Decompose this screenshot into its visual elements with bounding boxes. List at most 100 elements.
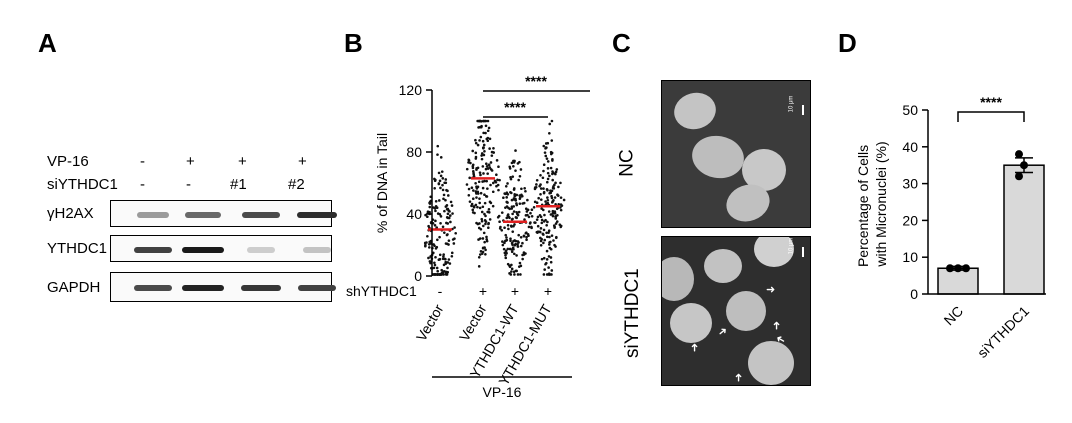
scatter-point [474, 203, 478, 207]
arrow-icon: ➜ [733, 372, 746, 383]
scatter-point [549, 166, 553, 170]
scatter-point [453, 237, 456, 240]
scatter-point [527, 215, 531, 219]
scatter-point [475, 166, 478, 170]
scatter-point [513, 239, 516, 242]
scatter-point [518, 174, 522, 178]
scatter-point [510, 161, 514, 165]
scatter-point [554, 172, 557, 176]
scatter-point [535, 218, 539, 221]
scatter-point [525, 235, 528, 239]
scatter-point [479, 135, 483, 139]
scatter-point [429, 261, 432, 265]
scatter-point [479, 173, 482, 177]
scatter-point [485, 235, 488, 239]
scatter-point [438, 253, 442, 257]
scatter-point [467, 187, 471, 191]
data-point [1020, 161, 1028, 170]
blot-band [242, 211, 280, 218]
scatter-point [444, 181, 448, 185]
scatter-point [510, 263, 513, 267]
scatter-point [434, 199, 438, 203]
scatter-point [443, 257, 447, 261]
scatter-point [559, 196, 563, 199]
scatter-point [476, 205, 479, 209]
scatter-point [526, 198, 529, 202]
scatter-point [448, 262, 452, 265]
scatter-point [524, 214, 528, 217]
scatter-point [476, 192, 480, 195]
scatter-point [498, 178, 501, 182]
scatter-point [545, 231, 548, 235]
scatter-point [479, 250, 483, 253]
scatter-point [486, 210, 489, 214]
scatter-point [510, 198, 514, 202]
scatter-point [551, 214, 555, 218]
scatter-point [529, 211, 532, 215]
scatter-point [523, 187, 526, 190]
scatter-point [484, 124, 488, 128]
scatter-point [548, 235, 551, 239]
scatter-point [481, 165, 485, 168]
scatter-point [505, 191, 509, 195]
y-tick-label: 0 [910, 286, 918, 302]
scatter-point [442, 193, 446, 197]
scatter-point [423, 241, 427, 245]
scatter-point [538, 184, 541, 188]
scatter-point [536, 215, 540, 219]
blot-band [137, 211, 169, 218]
scatter-point [451, 212, 454, 215]
scatter-point [545, 188, 549, 191]
scatter-point [512, 165, 515, 168]
scatter-point [545, 273, 549, 276]
western-blot-ythdc1 [110, 235, 332, 262]
scatter-point [479, 119, 482, 123]
scatter-point [474, 181, 477, 185]
scatter-point [551, 178, 555, 182]
scatter-point [482, 172, 485, 175]
y-tick-label: 40 [406, 206, 422, 222]
x-category-labels: NC siYTHDC1 [940, 303, 1032, 361]
nucleus [670, 303, 712, 343]
scatter-point [436, 144, 440, 148]
scatter-point [482, 153, 486, 157]
scatter-point [512, 159, 515, 163]
nucleus [748, 341, 794, 385]
scatter-point [488, 147, 491, 150]
scatter-point [472, 173, 476, 176]
scatter-point [432, 243, 435, 246]
scatter-point [490, 169, 494, 172]
scatter-point [559, 225, 563, 229]
scatter-point [467, 158, 471, 162]
scatter-point [513, 194, 517, 198]
scatter-point [546, 201, 550, 205]
scatter-point [526, 233, 530, 236]
scatter-point [483, 193, 486, 197]
scatter-point [445, 204, 449, 207]
scatter-point [539, 198, 543, 201]
scatter-point [559, 208, 563, 212]
scatter-point [443, 209, 446, 213]
scatter-point [485, 238, 489, 241]
scatter-point [542, 191, 546, 195]
scatter-point [496, 178, 499, 182]
scatter-point [489, 161, 493, 164]
scatter-point [546, 196, 549, 199]
y-axis-label-line2: with Micronuclei (%) [873, 141, 889, 267]
scatter-point [505, 236, 508, 239]
scatter-point [539, 193, 542, 196]
scatter-point [511, 175, 515, 178]
scatter-point [549, 247, 553, 251]
scatter-point [511, 243, 514, 246]
scatter-point [465, 167, 469, 171]
scatter-point [540, 207, 543, 210]
scatter-point [554, 222, 558, 225]
sh-mark: + [511, 283, 519, 299]
scatter-point [545, 258, 549, 261]
scatter-point [541, 232, 545, 236]
scatter-point [448, 214, 452, 217]
scatter-point [542, 144, 546, 148]
scatter-point [428, 201, 431, 205]
nc-micrograph: 10 μm [661, 80, 811, 228]
